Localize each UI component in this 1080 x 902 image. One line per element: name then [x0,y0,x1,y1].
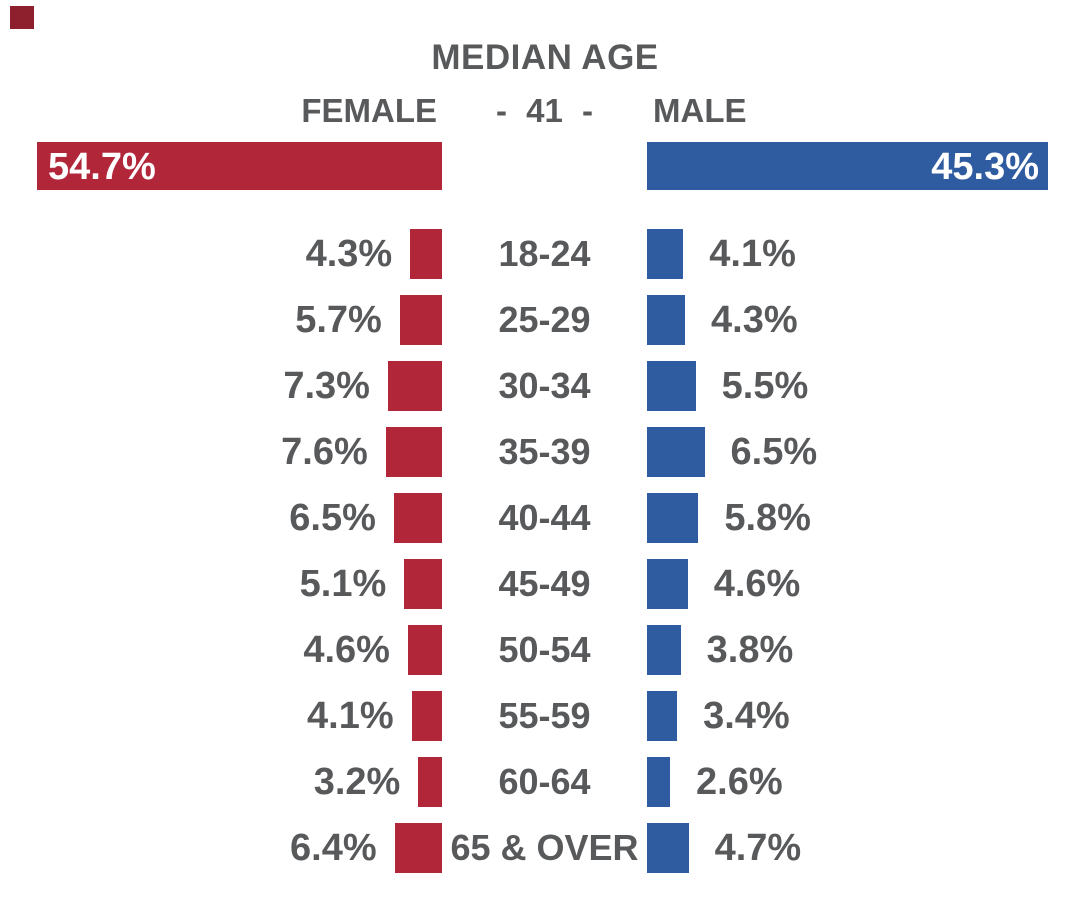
age-group-label: 50-54 [498,629,591,670]
age-group-label: 25-29 [498,299,591,340]
legend-row: FEMALE - 41 - MALE [0,92,1080,130]
male-value-label: 5.8% [724,496,811,539]
age-row: 5.7% 25-29 4.3% [0,287,1080,353]
male-value-label: 5.5% [721,364,809,407]
female-value-label: 4.1% [307,694,394,737]
male-bar [647,493,699,543]
female-bar [393,493,442,543]
age-group-label: 18-24 [498,233,591,274]
male-bar [647,757,670,807]
male-total-bar: 45.3% [647,142,1048,190]
male-value-label: 3.4% [703,694,790,737]
age-group-label: 40-44 [498,497,591,538]
age-row: 6.5% 40-44 5.8% [0,485,1080,551]
male-value-label: 4.3% [711,298,798,341]
female-bar [399,295,442,345]
female-bar [410,229,442,279]
female-value-label: 7.6% [281,430,368,473]
female-value-label: 6.4% [290,826,377,869]
age-row: 7.6% 35-39 6.5% [0,419,1080,485]
age-group-label: 45-49 [498,563,591,604]
age-row: 4.3% 18-24 4.1% [0,221,1080,287]
male-value-label: 4.7% [714,826,802,869]
age-group-label: 30-34 [498,365,591,406]
male-bar [647,295,686,345]
age-row: 4.6% 50-54 3.8% [0,617,1080,683]
age-row: 3.2% 60-64 2.6% [0,749,1080,815]
male-value-label: 6.5% [730,430,818,473]
corner-mark [10,6,34,29]
female-bar [404,559,442,609]
male-bar [647,823,689,873]
female-value-label: 5.1% [299,562,387,605]
female-bar [387,361,442,411]
male-bar [647,361,696,411]
chart-title: MEDIAN AGE [431,38,659,77]
male-bar [647,427,705,477]
female-value-label: 3.2% [313,760,401,803]
female-bar [394,823,442,873]
female-legend-label: FEMALE [301,92,437,129]
age-group-label: 35-39 [498,431,591,472]
male-value-label: 4.1% [709,232,796,275]
totals-gap [442,142,647,190]
female-value-label: 4.6% [303,628,390,671]
female-value-label: 6.5% [289,496,376,539]
age-row: 7.3% 30-34 5.5% [0,353,1080,419]
female-bar [418,757,442,807]
age-group-label: 65 & OVER [450,827,639,868]
female-value-label: 5.7% [295,298,382,341]
male-bar [647,229,684,279]
totals-row: 54.7% 45.3% [0,142,1080,190]
age-row: 5.1% 45-49 4.6% [0,551,1080,617]
male-legend-label: MALE [653,92,747,129]
male-bar [647,691,678,741]
female-value-label: 7.3% [283,364,370,407]
age-row: 4.1% 55-59 3.4% [0,683,1080,749]
male-value-label: 3.8% [706,628,794,671]
female-bar [407,625,442,675]
male-value-label: 4.6% [713,562,801,605]
female-bar [411,691,442,741]
median-age-value: - 41 - [495,92,594,129]
age-group-label: 55-59 [498,695,591,736]
age-group-label: 60-64 [498,761,591,802]
age-rows: 4.3% 18-24 4.1% 5.7% 25-29 4.3% 7.3% 30-… [0,221,1080,881]
female-value-label: 4.3% [305,232,393,275]
female-bar [385,427,442,477]
female-total-bar: 54.7% [37,142,442,190]
age-row: 6.4% 65 & OVER 4.7% [0,815,1080,881]
male-bar [647,559,688,609]
male-value-label: 2.6% [696,760,783,803]
male-bar [647,625,681,675]
